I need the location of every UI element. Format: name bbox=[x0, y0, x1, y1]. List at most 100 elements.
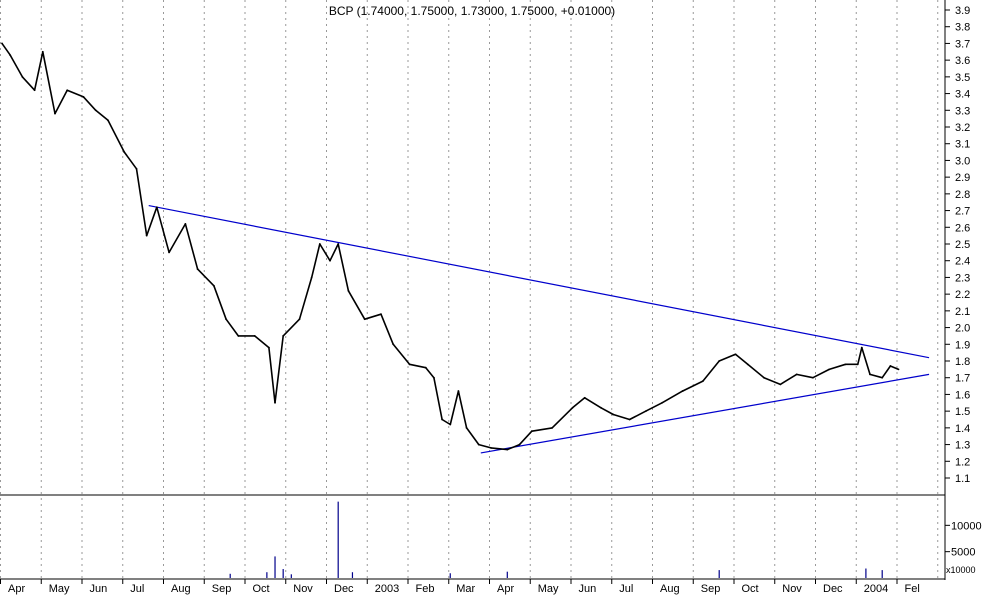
price-point bbox=[9, 54, 12, 57]
trendlines bbox=[148, 204, 930, 454]
time-tick-label: 2004 bbox=[864, 583, 888, 595]
price-point bbox=[184, 223, 187, 225]
trendline-lower bbox=[480, 373, 930, 454]
price-tick-label: 1.7 bbox=[955, 373, 970, 385]
price-tick-label: 1.1 bbox=[955, 473, 970, 485]
price-point bbox=[661, 401, 664, 404]
price-point bbox=[860, 346, 863, 349]
price-tick-label: 2.4 bbox=[955, 256, 970, 268]
price-point bbox=[551, 426, 554, 429]
price-tick-label: 2.3 bbox=[955, 272, 970, 284]
price-point bbox=[465, 426, 468, 429]
time-tick-label: Apr bbox=[497, 583, 514, 595]
price-point bbox=[897, 368, 900, 371]
time-tick-label: Mar bbox=[456, 583, 475, 595]
price-tick-label: 1.2 bbox=[955, 456, 970, 468]
price-point bbox=[449, 423, 452, 426]
price-point bbox=[856, 363, 859, 366]
price-point bbox=[337, 243, 340, 245]
price-point bbox=[844, 363, 847, 366]
price-point bbox=[518, 443, 521, 446]
price-point bbox=[268, 346, 270, 349]
price-tick-label: 3.5 bbox=[955, 72, 970, 84]
price-point bbox=[612, 413, 615, 416]
time-tick-label: Sep bbox=[212, 583, 232, 595]
time-tick-label: Apr bbox=[8, 583, 25, 595]
price-point bbox=[298, 318, 301, 321]
price-tick-label: 1.6 bbox=[955, 389, 970, 401]
time-tick-label: 2003 bbox=[375, 583, 399, 595]
price-point bbox=[681, 390, 684, 392]
price-line bbox=[1, 42, 899, 451]
price-point bbox=[628, 418, 631, 421]
time-tick-label: Dec bbox=[334, 583, 354, 595]
time-axis: Apr May Jun Jul Aug Sep Oct Nov Dec 2003 Feb Mar Apr… bbox=[0, 579, 920, 595]
price-tick-label: 2.1 bbox=[955, 306, 970, 318]
price-point bbox=[734, 353, 737, 356]
price-point bbox=[213, 284, 215, 287]
price-tick-label: 2.0 bbox=[955, 323, 970, 335]
price-point bbox=[21, 75, 24, 78]
grid-lines bbox=[0, 0, 939, 579]
time-tick-label: May bbox=[49, 583, 70, 595]
price-point bbox=[33, 89, 36, 92]
price-tick-label: 2.6 bbox=[955, 222, 970, 234]
price-point bbox=[66, 89, 69, 92]
price-point bbox=[274, 401, 276, 404]
price-point bbox=[718, 360, 721, 362]
price-point bbox=[107, 119, 109, 122]
price-tick-label: 1.9 bbox=[955, 339, 970, 351]
price-point bbox=[530, 430, 533, 433]
price-point bbox=[506, 448, 509, 451]
time-tick-label: Nov bbox=[293, 583, 313, 595]
price-point bbox=[196, 268, 199, 270]
price-tick-label: 1.4 bbox=[955, 423, 970, 435]
price-point bbox=[282, 335, 285, 337]
price-point bbox=[763, 376, 765, 379]
price-point bbox=[54, 112, 56, 115]
volume-unit-label: x10000 bbox=[946, 565, 976, 575]
price-tick-label: 1.5 bbox=[955, 406, 970, 418]
price-point bbox=[583, 396, 586, 399]
time-tick-label: Fel bbox=[905, 583, 920, 595]
price-point bbox=[795, 373, 798, 376]
trendline-upper bbox=[148, 204, 930, 359]
price-point bbox=[392, 343, 395, 346]
price-tick-label: 3.2 bbox=[955, 122, 970, 134]
price-point bbox=[310, 276, 313, 279]
price-tick-label: 2.2 bbox=[955, 289, 970, 301]
volume-tick-label: 5000 bbox=[951, 547, 975, 559]
price-tick-label: 3.9 bbox=[955, 5, 970, 17]
price-point bbox=[237, 335, 240, 337]
price-tick-label: 3.1 bbox=[955, 139, 970, 151]
price-point bbox=[702, 380, 704, 382]
price-tick-label: 2.8 bbox=[955, 189, 970, 201]
price-tick-label: 3.8 bbox=[955, 22, 970, 34]
price-point bbox=[408, 363, 411, 366]
price-series bbox=[1, 42, 900, 451]
time-tick-label: Oct bbox=[742, 583, 759, 595]
time-tick-label: Feb bbox=[416, 583, 435, 595]
time-tick-label: Jun bbox=[579, 583, 597, 595]
time-tick-label: Jul bbox=[130, 583, 144, 595]
price-point bbox=[318, 243, 321, 245]
price-point bbox=[600, 406, 602, 409]
price-point bbox=[746, 363, 749, 366]
price-point bbox=[41, 50, 44, 53]
price-point bbox=[253, 335, 256, 337]
chart-title: BCP (1.74000, 1.75000, 1.73000, 1.75000,… bbox=[329, 4, 615, 18]
price-tick-label: 2.5 bbox=[955, 239, 970, 251]
price-tick-label: 2.7 bbox=[955, 206, 970, 218]
price-point bbox=[889, 365, 892, 367]
volume-axis: 5000 10000 x10000 bbox=[945, 520, 982, 575]
price-point bbox=[441, 418, 443, 421]
time-tick-label: Nov bbox=[782, 583, 802, 595]
price-point bbox=[225, 318, 228, 321]
time-tick-label: Aug bbox=[660, 583, 680, 595]
price-point bbox=[135, 167, 138, 170]
price-point bbox=[869, 373, 871, 376]
price-point bbox=[571, 406, 574, 409]
price-point bbox=[477, 443, 480, 446]
